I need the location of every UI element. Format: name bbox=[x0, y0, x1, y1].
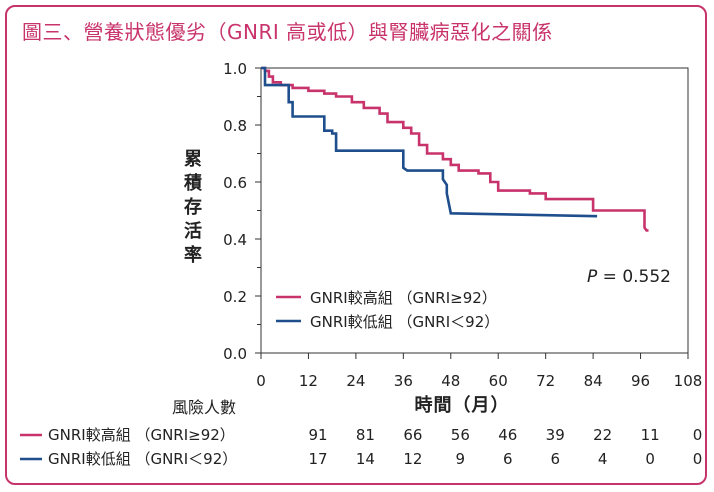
y-axis-label: 累積存活率 bbox=[183, 149, 203, 266]
p-value: P = 0.552 bbox=[587, 267, 671, 287]
risk-row-label: GNRI較低組 （GNRI＜92） bbox=[48, 450, 237, 468]
x-tick-label: 72 bbox=[536, 372, 555, 390]
y-tick-label: 0.6 bbox=[223, 174, 247, 192]
figure-frame bbox=[5, 5, 707, 485]
risk-count: 46 bbox=[498, 426, 517, 444]
x-tick-label: 0 bbox=[256, 372, 266, 390]
y-tick-label: 1.0 bbox=[223, 60, 247, 78]
x-tick-label: 24 bbox=[346, 372, 365, 390]
risk-count: 11 bbox=[641, 426, 660, 444]
y-tick-label: 0.8 bbox=[223, 117, 247, 135]
p-value-symbol: P bbox=[587, 267, 598, 287]
x-tick-label: 36 bbox=[394, 372, 413, 390]
risk-count: 14 bbox=[356, 450, 375, 468]
risk-count: 39 bbox=[546, 426, 565, 444]
risk-count: 56 bbox=[451, 426, 470, 444]
x-axis-label: 時間（月） bbox=[415, 395, 510, 416]
y-tick-label: 0.4 bbox=[223, 231, 247, 249]
risk-count: 9 bbox=[456, 450, 466, 468]
risk-count: 4 bbox=[598, 450, 608, 468]
y-tick-label: 0.2 bbox=[223, 288, 247, 306]
x-tick-label: 96 bbox=[631, 372, 650, 390]
risk-count: 66 bbox=[403, 426, 422, 444]
risk-count: 22 bbox=[593, 426, 612, 444]
figure-title: 圖三、營養狀態優劣（GNRI 高或低）與腎臟病惡化之關係 bbox=[22, 20, 553, 44]
risk-count: 6 bbox=[503, 450, 513, 468]
risk-count: 81 bbox=[356, 426, 375, 444]
risk-count: 6 bbox=[550, 450, 560, 468]
x-tick-label: 12 bbox=[299, 372, 318, 390]
x-tick-label: 48 bbox=[441, 372, 460, 390]
series-line-high-gnri bbox=[261, 66, 649, 232]
legend-label: GNRI較高組 （GNRI≥92） bbox=[310, 289, 497, 307]
series-line-low-gnri bbox=[261, 66, 598, 218]
risk-row-label: GNRI較高組 （GNRI≥92） bbox=[48, 426, 235, 444]
p-value-text: = 0.552 bbox=[597, 267, 671, 287]
x-tick-label: 84 bbox=[584, 372, 603, 390]
risk-count: 0 bbox=[693, 450, 703, 468]
risk-table-title: 風險人數 bbox=[172, 398, 236, 417]
y-tick-label: 0.0 bbox=[223, 345, 247, 363]
risk-count: 12 bbox=[403, 450, 422, 468]
risk-count: 0 bbox=[645, 450, 655, 468]
x-tick-label: 60 bbox=[489, 372, 508, 390]
risk-count: 0 bbox=[693, 426, 703, 444]
legend-label: GNRI較低組 （GNRI＜92） bbox=[310, 313, 499, 331]
risk-count: 91 bbox=[308, 426, 327, 444]
x-tick-label: 108 bbox=[674, 372, 703, 390]
risk-count: 17 bbox=[308, 450, 327, 468]
